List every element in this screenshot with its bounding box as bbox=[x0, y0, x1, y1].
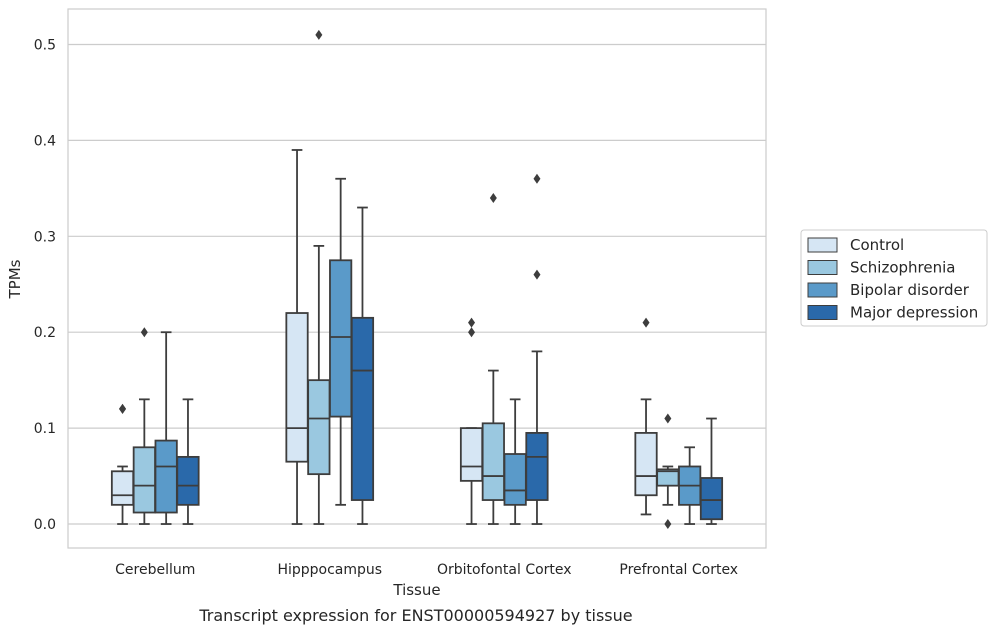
legend-label: Major depression bbox=[850, 304, 978, 322]
box-body bbox=[350, 316, 375, 501]
box-major-depression bbox=[350, 206, 375, 525]
outlier-point bbox=[468, 327, 476, 338]
outlier-point bbox=[315, 29, 323, 40]
x-tick-label: Cerebellum bbox=[115, 562, 195, 578]
box-schizophrenia bbox=[307, 29, 331, 525]
x-axis-label: Tissue bbox=[392, 581, 440, 599]
y-tick-label: 0.0 bbox=[34, 517, 56, 533]
x-tick-label: Orbitofontal Cortex bbox=[437, 562, 572, 578]
outlier-point bbox=[468, 317, 476, 328]
box-body bbox=[329, 259, 353, 418]
box-body bbox=[110, 470, 135, 506]
y-tick-labels: 0.0 0.1 0.2 0.3 0.4 0.5 bbox=[34, 37, 56, 533]
box-schizophrenia bbox=[132, 327, 156, 525]
y-tick-label: 0.5 bbox=[34, 37, 56, 53]
legend-swatch bbox=[807, 305, 838, 320]
outlier-point bbox=[664, 413, 672, 424]
box-major-depression bbox=[699, 417, 724, 525]
y-tick-label: 0.4 bbox=[34, 133, 56, 149]
box-major-depression bbox=[525, 173, 549, 525]
x-tick-label: Prefrontal Cortex bbox=[619, 562, 738, 578]
box-body bbox=[459, 427, 484, 482]
box-body bbox=[154, 439, 178, 514]
legend-swatch bbox=[807, 282, 838, 298]
outlier-point bbox=[642, 317, 650, 328]
y-axis-label: TPMs bbox=[6, 259, 24, 299]
x-tick-labels: Cerebellum Hipppocampus Orbitofontal Corte… bbox=[115, 562, 738, 578]
outlier-point bbox=[140, 327, 148, 338]
box-bipolar-disorder bbox=[154, 331, 178, 525]
box-schizophrenia bbox=[656, 413, 680, 530]
outlier-point bbox=[533, 269, 541, 280]
box-body bbox=[699, 477, 724, 521]
chart-caption: Transcript expression for ENST0000059492… bbox=[199, 606, 633, 625]
box-groups bbox=[110, 29, 724, 530]
box-body bbox=[481, 422, 505, 501]
y-tick-label: 0.3 bbox=[34, 229, 56, 245]
legend-swatch bbox=[807, 237, 838, 253]
box-schizophrenia bbox=[481, 192, 505, 525]
plot-area bbox=[67, 8, 767, 549]
box-major-depression bbox=[176, 398, 200, 525]
legend-frame bbox=[800, 229, 988, 327]
outlier-point bbox=[489, 192, 497, 203]
box-body bbox=[503, 453, 527, 506]
grid-lines bbox=[68, 43, 766, 525]
box-body bbox=[176, 455, 200, 506]
box-control bbox=[285, 149, 309, 525]
x-tick-label: Hipppocampus bbox=[277, 562, 382, 578]
box-bipolar-disorder bbox=[329, 177, 353, 506]
box-bipolar-disorder bbox=[503, 398, 527, 525]
box-control bbox=[459, 317, 484, 525]
outlier-point bbox=[664, 519, 672, 530]
y-tick-label: 0.1 bbox=[34, 421, 56, 437]
box-body bbox=[525, 432, 549, 501]
box-body bbox=[307, 379, 331, 476]
outlier-point bbox=[533, 173, 541, 184]
box-control bbox=[110, 403, 135, 525]
legend-label: Schizophrenia bbox=[850, 259, 955, 277]
box-body bbox=[634, 432, 658, 497]
legend-swatch bbox=[807, 260, 838, 275]
box-control bbox=[634, 317, 658, 516]
legend-label: Control bbox=[850, 236, 904, 254]
box-body bbox=[132, 446, 156, 514]
legend-label: Bipolar disorder bbox=[850, 281, 970, 299]
legend: Control Schizophrenia Bipolar disorder Majo… bbox=[800, 229, 988, 327]
box-body bbox=[285, 312, 309, 463]
box-bipolar-disorder bbox=[678, 446, 702, 525]
y-tick-label: 0.2 bbox=[34, 325, 56, 341]
outlier-point bbox=[119, 403, 127, 414]
